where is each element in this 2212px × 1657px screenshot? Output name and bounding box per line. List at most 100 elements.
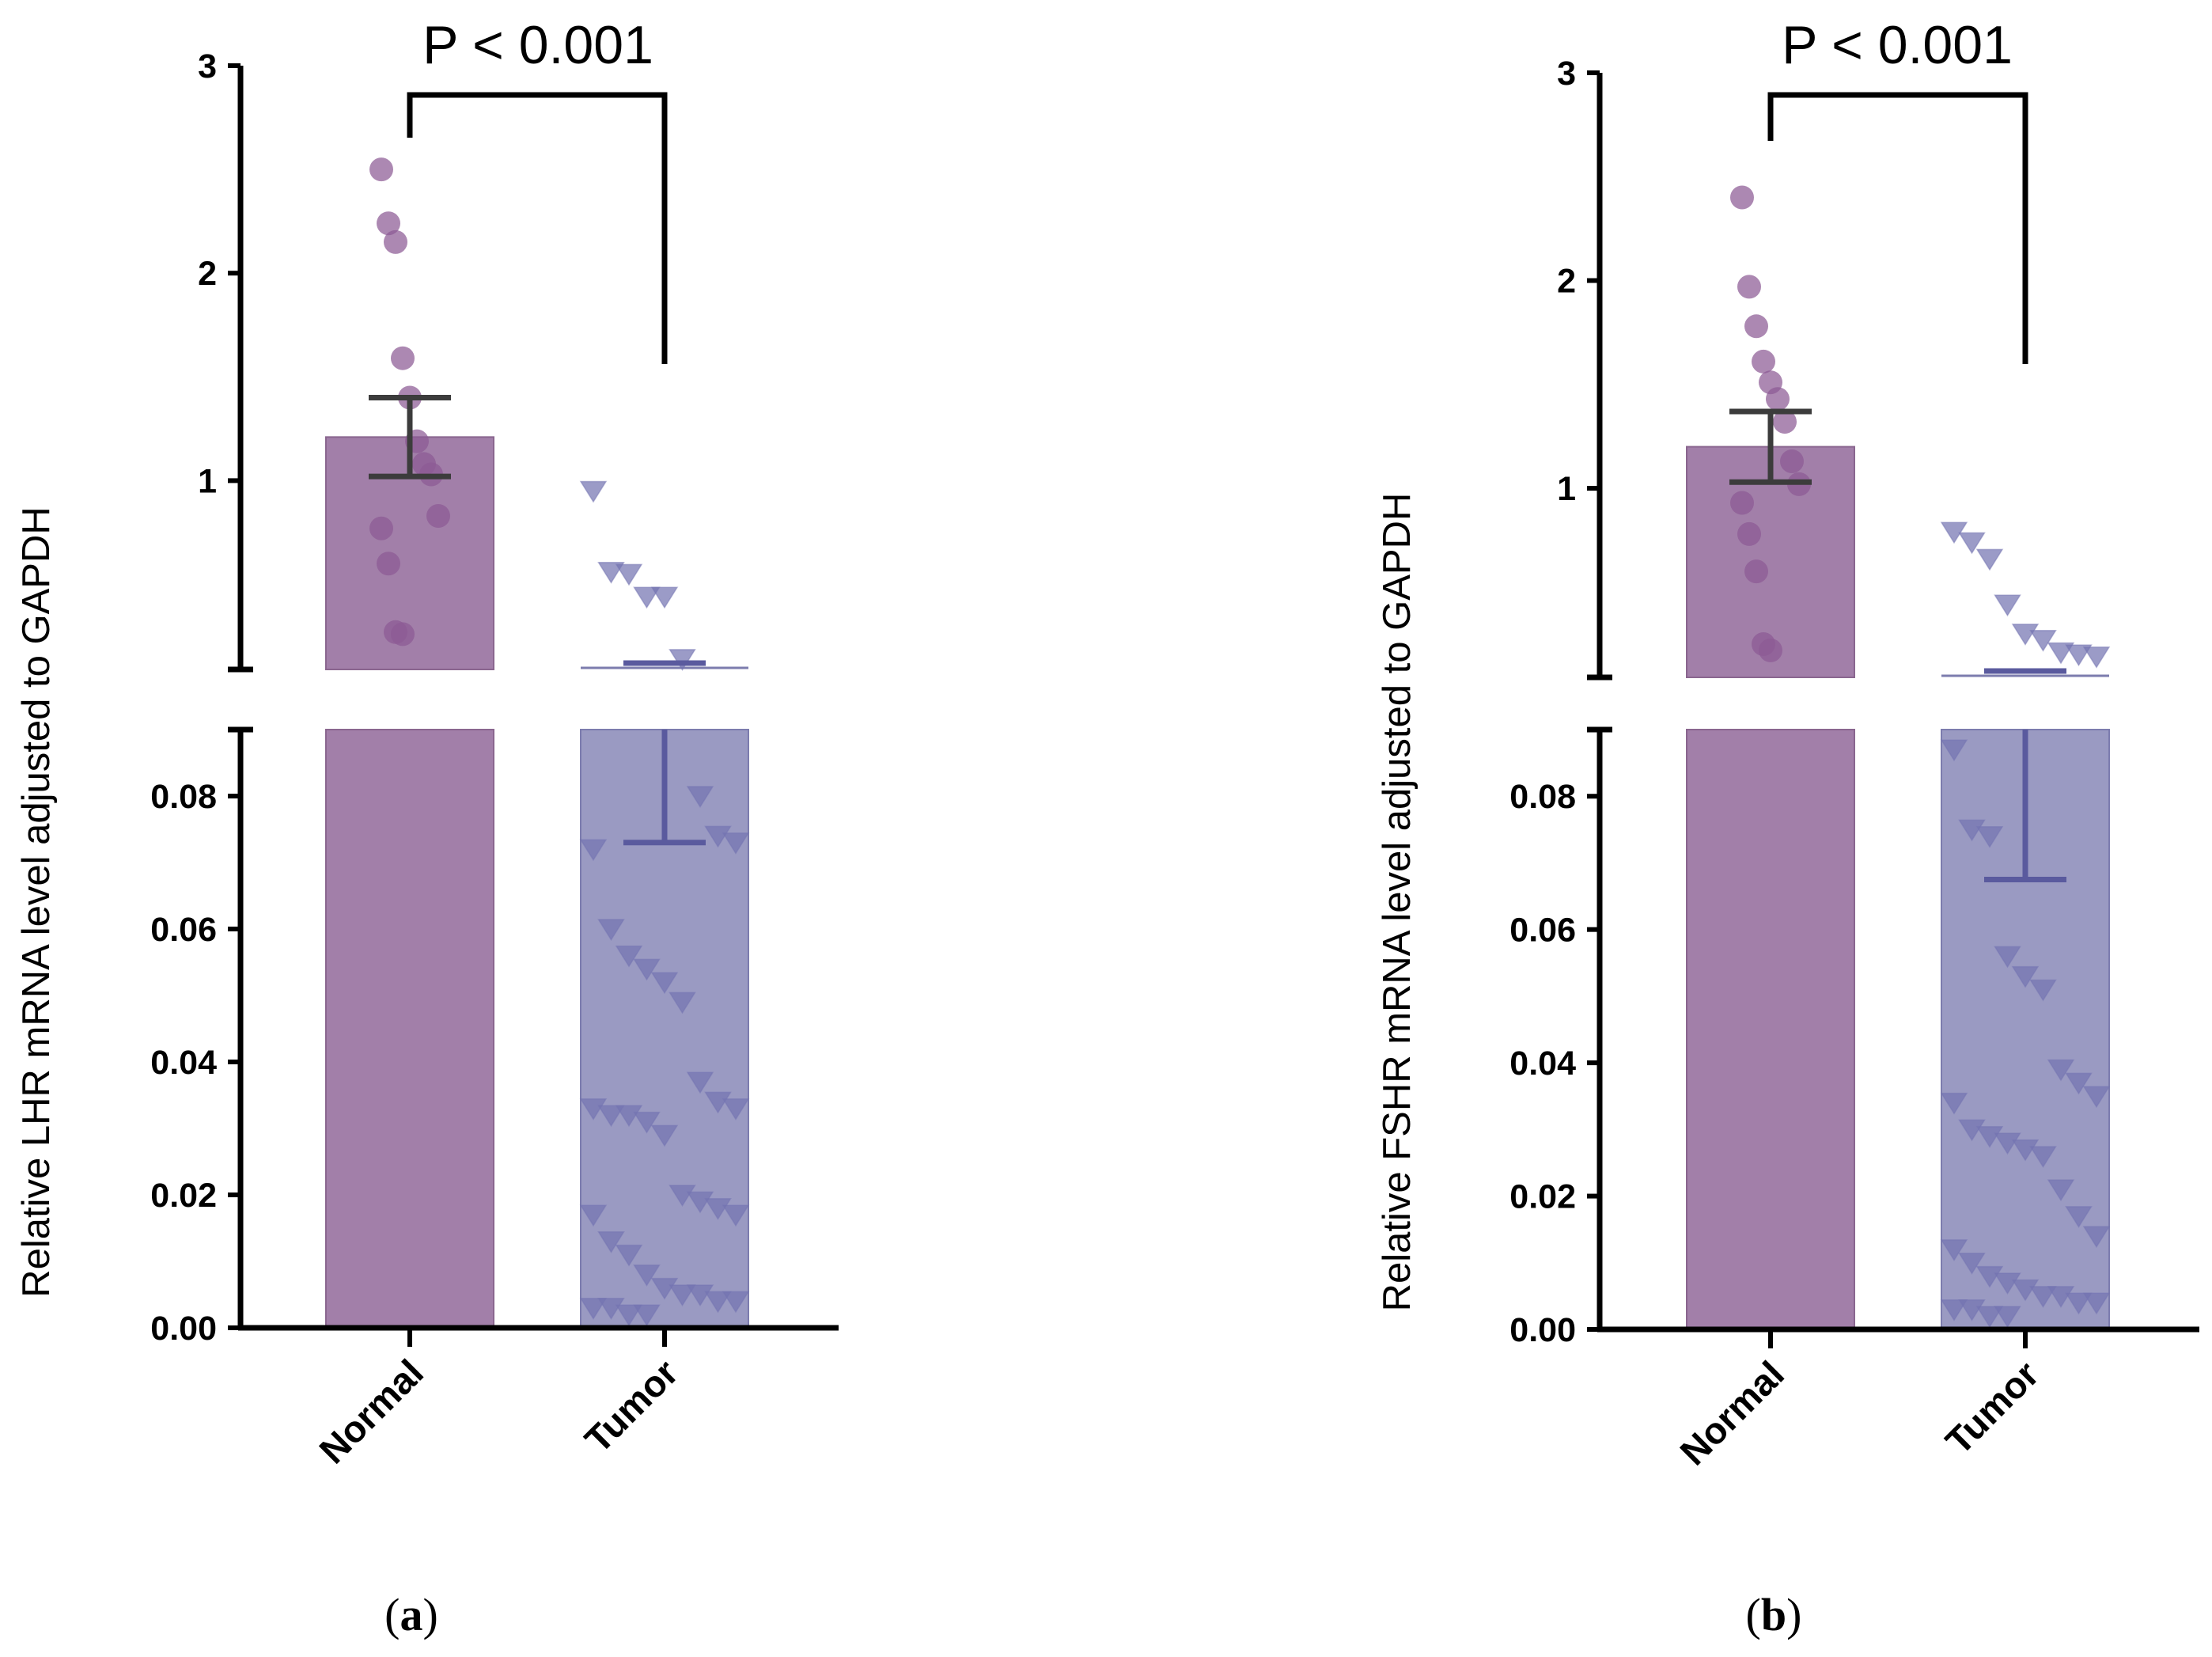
panel-label-close: ) bbox=[1786, 1589, 1801, 1640]
y-tick-label: 2 bbox=[1557, 263, 1576, 301]
data-point-normal bbox=[1759, 638, 1782, 662]
y-tick-label: 0.08 bbox=[1509, 778, 1576, 816]
data-point-tumor bbox=[686, 1071, 714, 1094]
data-point-tumor bbox=[1975, 826, 2004, 848]
data-point-tumor bbox=[633, 958, 661, 981]
data-point-tumor bbox=[1975, 1265, 2004, 1288]
data-point-normal bbox=[1780, 449, 1804, 473]
data-point-tumor bbox=[669, 992, 696, 1014]
data-point-tumor bbox=[2011, 965, 2040, 988]
y-tick-label: 3 bbox=[198, 47, 217, 85]
y-tick-label: 0.04 bbox=[150, 1044, 217, 1082]
bar-normal-lower bbox=[1686, 729, 1855, 1330]
data-point-tumor bbox=[579, 1298, 608, 1320]
data-point-tumor bbox=[2029, 979, 2057, 1002]
data-point-tumor bbox=[2082, 1292, 2111, 1315]
data-point-normal bbox=[1737, 521, 1761, 546]
data-point-normal bbox=[1730, 491, 1754, 515]
data-point-normal bbox=[369, 157, 393, 182]
data-point-tumor bbox=[2082, 646, 2111, 669]
data-point-tumor bbox=[686, 1284, 714, 1307]
data-point-normal bbox=[1744, 314, 1768, 339]
data-point-tumor bbox=[579, 480, 608, 503]
y-tick-label: 0.04 bbox=[1509, 1045, 1576, 1083]
data-point-tumor bbox=[1994, 1272, 2021, 1295]
data-point-tumor bbox=[1958, 1119, 1986, 1142]
data-point-tumor bbox=[2011, 1279, 2040, 1302]
data-point-tumor bbox=[1994, 594, 2021, 617]
data-point-tumor bbox=[1958, 1253, 1986, 1275]
data-point-tumor bbox=[597, 919, 625, 942]
data-point-tumor bbox=[686, 786, 714, 809]
data-point-tumor bbox=[1975, 548, 2004, 571]
data-point-tumor bbox=[1975, 1306, 2004, 1329]
data-point-tumor bbox=[722, 1098, 750, 1120]
data-point-tumor bbox=[1994, 1132, 2021, 1155]
data-point-normal bbox=[426, 503, 450, 528]
data-point-tumor bbox=[615, 1105, 643, 1128]
data-point-tumor bbox=[579, 839, 608, 862]
data-point-tumor bbox=[1994, 1306, 2021, 1329]
data-point-tumor bbox=[2029, 1286, 2057, 1308]
p-value-annotation: P < 0.001 bbox=[1782, 15, 2013, 75]
bar-normal-lower bbox=[325, 729, 494, 1329]
data-point-normal bbox=[1737, 275, 1761, 299]
data-point-tumor bbox=[579, 1204, 608, 1227]
y-tick-label: 0.02 bbox=[1509, 1178, 1576, 1216]
panel-label-open: ( bbox=[384, 1589, 400, 1640]
data-point-tumor bbox=[669, 1284, 696, 1307]
data-point-normal bbox=[1773, 410, 1797, 434]
data-point-tumor bbox=[704, 1198, 732, 1220]
data-point-tumor bbox=[615, 563, 643, 586]
data-point-normal bbox=[369, 516, 393, 540]
data-point-tumor bbox=[615, 1304, 643, 1327]
data-point-tumor bbox=[704, 1291, 732, 1314]
panel-label-letter: b bbox=[1761, 1589, 1786, 1640]
panel-label-letter: a bbox=[400, 1589, 423, 1640]
data-point-tumor bbox=[669, 649, 696, 671]
data-point-normal bbox=[1766, 387, 1790, 411]
data-point-tumor bbox=[2011, 1139, 2040, 1162]
y-tick-label: 0.06 bbox=[150, 911, 217, 949]
data-point-tumor bbox=[2082, 1086, 2111, 1109]
data-point-tumor bbox=[2065, 1206, 2093, 1228]
data-point-tumor bbox=[2047, 1059, 2075, 1082]
data-point-tumor bbox=[722, 1204, 750, 1227]
data-point-normal bbox=[391, 622, 415, 646]
panel-label-open: ( bbox=[1746, 1589, 1761, 1640]
y-axis-label: Relative FSHR mRNA level adjusted to GAP… bbox=[1376, 493, 1418, 1312]
data-point-tumor bbox=[650, 972, 679, 995]
panel-label-close: ) bbox=[423, 1589, 438, 1640]
data-point-tumor bbox=[633, 1111, 661, 1134]
data-point-tumor bbox=[597, 1105, 625, 1128]
data-point-tumor bbox=[615, 1244, 643, 1267]
data-point-tumor bbox=[686, 1191, 714, 1214]
data-point-tumor bbox=[1940, 1299, 1968, 1321]
data-point-normal bbox=[1730, 185, 1754, 210]
data-point-normal bbox=[377, 552, 400, 576]
significance-bracket bbox=[407, 92, 668, 364]
data-point-tumor bbox=[704, 1091, 732, 1114]
data-point-tumor bbox=[704, 825, 732, 848]
data-point-tumor bbox=[2029, 1146, 2057, 1169]
data-point-tumor bbox=[1975, 1126, 2004, 1148]
data-point-tumor bbox=[2065, 1072, 2093, 1095]
data-point-tumor bbox=[722, 1291, 750, 1314]
data-point-tumor bbox=[615, 945, 643, 968]
data-point-tumor bbox=[633, 1265, 661, 1287]
y-axis-label: Relative LHR mRNA level adjusted to GAPD… bbox=[15, 506, 58, 1297]
p-value-annotation: P < 0.001 bbox=[422, 15, 653, 75]
panel-label: (b) bbox=[1746, 1589, 1802, 1640]
data-point-normal bbox=[384, 229, 407, 254]
data-point-tumor bbox=[1940, 1239, 1968, 1261]
data-point-tumor bbox=[597, 1298, 625, 1320]
data-point-normal bbox=[377, 211, 400, 236]
data-point-tumor bbox=[2029, 629, 2057, 652]
data-point-normal bbox=[1744, 559, 1768, 584]
data-point-tumor bbox=[1940, 1092, 1968, 1115]
data-point-tumor bbox=[2047, 1179, 2075, 1202]
y-tick-label: 0.08 bbox=[150, 778, 217, 816]
y-tick-label: 0.00 bbox=[150, 1310, 217, 1348]
